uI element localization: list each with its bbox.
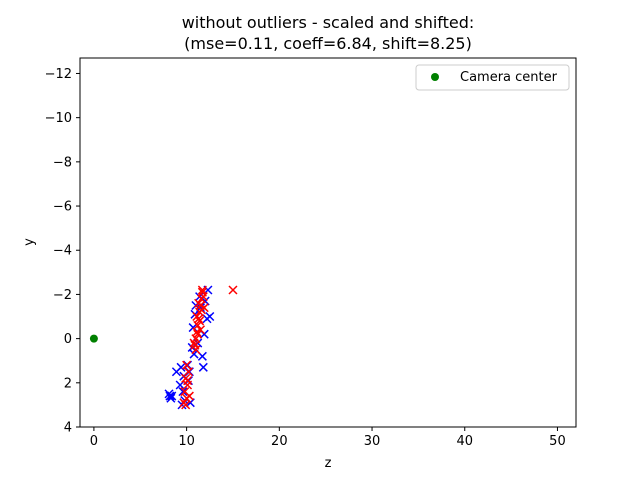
series-1-point-22 — [191, 345, 201, 355]
x-axis-label: z — [325, 456, 332, 471]
y-tick-label-0: 0 — [64, 332, 72, 347]
series-1-point-29 — [197, 285, 207, 295]
series-0-point-23 — [176, 362, 186, 372]
series-1-point-21 — [193, 329, 203, 339]
y-tick-label-4: 4 — [64, 421, 72, 436]
y-tick-label--12: −12 — [45, 67, 72, 82]
series-1-point-28 — [192, 311, 202, 322]
series-1-point-7 — [182, 360, 192, 370]
series-1-point-27 — [195, 325, 206, 335]
y-tick-label-2: 2 — [64, 376, 72, 391]
legend-marker-camera-center — [431, 73, 439, 81]
y-tick-label--6: −6 — [53, 200, 72, 215]
x-tick-label-10: 10 — [178, 434, 195, 449]
series-1-point-8 — [184, 391, 194, 401]
x-tick-label-40: 40 — [456, 434, 473, 449]
chart-title-line2: (mse=0.11, coeff=6.84, shift=8.25) — [184, 34, 472, 53]
x-tick-label-0: 0 — [90, 434, 98, 449]
series-1-point-30 — [199, 303, 209, 313]
series-0-point-26 — [175, 380, 185, 390]
series-0-point-21 — [178, 387, 188, 397]
series-0-point-3 — [166, 393, 176, 403]
plot-marks — [89, 285, 238, 410]
series-0-point-13 — [202, 314, 212, 324]
y-axis-label: y — [22, 238, 37, 246]
series-0-point-0 — [165, 391, 175, 401]
series-1-point-10 — [183, 376, 193, 386]
chart-title-line1: without outliers - scaled and shifted: — [182, 13, 475, 32]
series-1-point-0 — [228, 285, 238, 295]
legend-box — [415, 64, 570, 91]
series-1-point-25 — [189, 338, 199, 348]
series-1-point-9 — [179, 398, 189, 408]
series-1-point-6 — [183, 367, 194, 377]
series-2-point-0 — [89, 334, 98, 343]
series-1-point-23 — [195, 316, 205, 326]
legend: Camera center — [415, 64, 570, 91]
series-0-point-8 — [198, 362, 208, 372]
x-axis-ticks: 0 10 20 30 40 50 — [90, 427, 566, 449]
series-1-point-26 — [194, 298, 204, 308]
y-tick-label--8: −8 — [53, 155, 72, 170]
x-tick-label-50: 50 — [549, 434, 566, 449]
plot-frame — [79, 57, 577, 428]
y-axis-ticks: −12 −10 −8 −6 −4 −2 0 2 4 — [45, 67, 80, 436]
x-tick-label-20: 20 — [271, 434, 288, 449]
y-tick-label--2: −2 — [53, 288, 72, 303]
x-tick-label-30: 30 — [364, 434, 381, 449]
y-tick-label--10: −10 — [45, 111, 72, 126]
legend-label-camera-center: Camera center — [460, 70, 558, 85]
y-tick-label--4: −4 — [53, 244, 72, 259]
